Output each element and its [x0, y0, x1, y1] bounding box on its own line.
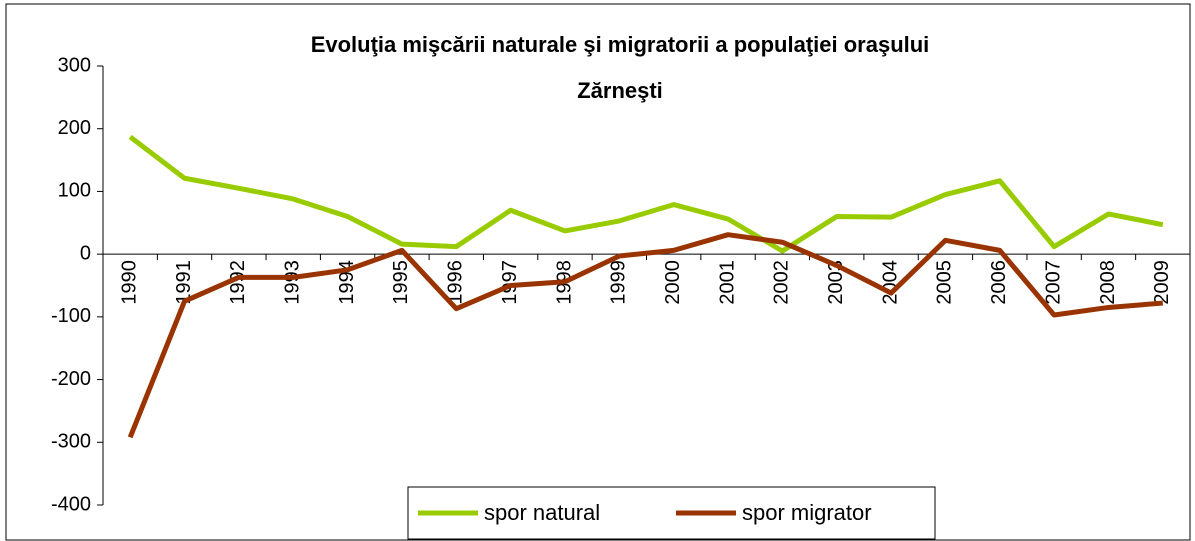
- y-tick-label: 0: [80, 242, 91, 264]
- chart-title: Evoluţia mişcării naturale şi migratorii…: [311, 32, 930, 57]
- x-tick-label: 1997: [499, 260, 521, 305]
- x-tick-label: 1996: [445, 260, 467, 305]
- x-tick-label: 1992: [227, 260, 249, 305]
- x-tick-label: 2005: [934, 260, 956, 305]
- x-tick-label: 1995: [390, 260, 412, 305]
- legend-box: [407, 486, 936, 540]
- legend-label: spor natural: [484, 500, 600, 525]
- y-tick-label: -400: [51, 493, 91, 515]
- x-tick-label: 1993: [282, 260, 304, 305]
- x-tick-label: 2000: [662, 260, 684, 305]
- series-line: [128, 134, 1164, 254]
- x-tick-label: 2003: [825, 260, 847, 305]
- x-tick-label: 2006: [988, 260, 1010, 305]
- x-tick-label: 2009: [1151, 260, 1173, 305]
- y-tick-label: -300: [51, 431, 91, 453]
- x-tick-label: 2002: [771, 260, 793, 305]
- y-tick-label: 100: [58, 180, 91, 202]
- series-line: [127, 232, 1164, 439]
- chart-title: Zărneşti: [577, 78, 663, 103]
- x-tick-label: 2004: [879, 260, 901, 305]
- legend-label: spor migrator: [742, 500, 872, 525]
- x-tick-label: 1990: [118, 260, 140, 305]
- x-tick-label: 2001: [716, 260, 738, 305]
- x-tick-label: 2007: [1042, 260, 1064, 305]
- x-tick-label: 1991: [173, 260, 195, 305]
- y-tick-label: -200: [51, 368, 91, 390]
- y-tick-label: 300: [58, 54, 91, 76]
- x-tick-label: 2008: [1097, 260, 1119, 305]
- y-tick-label: -100: [51, 305, 91, 327]
- x-tick-label: 1999: [608, 260, 630, 305]
- chart-border: [5, 3, 1191, 541]
- y-tick-label: 200: [58, 117, 91, 139]
